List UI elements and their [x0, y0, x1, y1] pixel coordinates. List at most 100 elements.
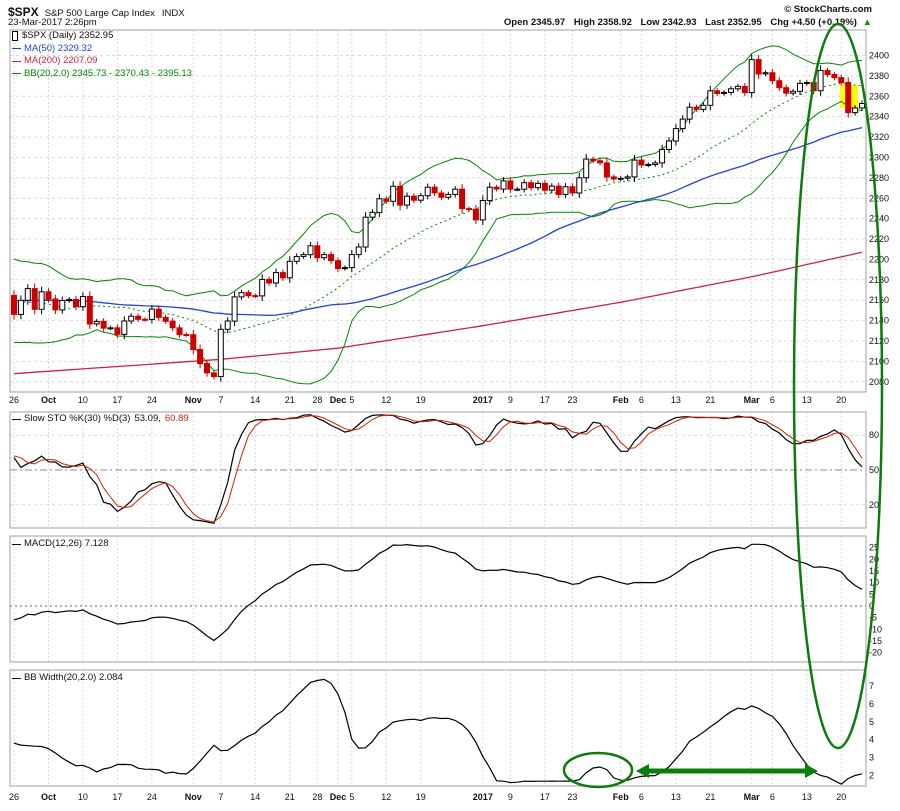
x-tick-label: 21	[705, 792, 715, 802]
macd-y-tick: 15	[869, 566, 879, 576]
open-value: 2345.97	[530, 17, 566, 28]
price-y-tick: 2080	[869, 377, 889, 387]
x-tick-label: 9	[508, 395, 513, 405]
last-value: 2352.95	[727, 17, 762, 28]
arrow-head-left	[636, 764, 649, 778]
x-tick-label: Feb	[613, 395, 630, 405]
arrow-head-right	[805, 764, 818, 778]
price-panel-border	[9, 29, 867, 393]
macd-y-tick: 20	[869, 554, 879, 564]
quote-strip: Open 2345.97 High 2358.92 Low 2342.93 La…	[498, 17, 872, 28]
sto-panel-legend: Slow STO %K(30) %D(3) 53.09, 60.89	[12, 413, 189, 426]
x-tick-label: Mar	[744, 395, 761, 405]
sto-panel-border	[9, 411, 867, 529]
up-arrow-icon: ▲	[862, 17, 872, 28]
x-tick-label: Dec	[330, 395, 347, 405]
ma50-line	[14, 126, 863, 316]
x-tick-label: Nov	[185, 395, 202, 405]
candlestick-icon	[12, 31, 18, 42]
ma200-legend-label: MA(200) 2207.09	[24, 55, 98, 66]
bbw-swatch-icon	[12, 677, 21, 679]
bbw-y-tick: 4	[869, 735, 874, 745]
ma50-legend-label: MA(50) 2329.32	[24, 42, 93, 54]
open-label: Open	[503, 17, 529, 28]
x-tick-label: Mar	[744, 792, 761, 802]
price-y-tick: 2140	[869, 316, 889, 326]
sto-y-tick: 80	[869, 430, 879, 440]
x-tick-label: 7	[218, 792, 223, 802]
x-tick-label: 12	[381, 792, 391, 802]
sto-legend-label: Slow STO %K(30) %D(3)	[24, 413, 131, 424]
sto-k-value: 53.09,	[134, 413, 161, 424]
macd-swatch-icon	[12, 543, 21, 545]
macd-panel-border	[9, 535, 867, 663]
high-value: 2358.92	[597, 17, 632, 28]
x-tick-label: 13	[802, 792, 812, 802]
price-y-tick: 2160	[869, 295, 889, 305]
macd-y-tick: -15	[869, 636, 882, 646]
x-tick-label: 17	[540, 792, 550, 802]
x-tick-label: 7	[218, 395, 223, 405]
macd-y-tick: -20	[869, 648, 882, 658]
bbw-line	[13, 678, 863, 785]
x-tick-label: 6	[639, 792, 644, 802]
sto-d-line	[13, 414, 863, 523]
macd-panel-legend: MACD(12,26) 7.128	[12, 538, 108, 551]
price-y-tick: 2300	[869, 152, 889, 162]
green-ellipse-annotation	[562, 751, 634, 789]
sto-k-line	[13, 414, 863, 524]
x-tick-label: 14	[250, 792, 260, 802]
x-tick-label: 2017	[473, 395, 493, 405]
price-y-tick: 2280	[869, 173, 889, 183]
macd-y-tick: -10	[869, 624, 882, 634]
bbw-y-tick: 7	[869, 681, 874, 691]
green-ellipse-annotation	[792, 22, 884, 750]
x-tick-label: 13	[671, 395, 681, 405]
x-tick-label: 5	[349, 792, 354, 802]
x-tick-label: 14	[250, 395, 260, 405]
price-y-tick: 2260	[869, 193, 889, 203]
x-tick-label: 28	[312, 792, 322, 802]
x-tick-label: 13	[671, 792, 681, 802]
x-tick-label: 19	[416, 395, 426, 405]
x-tick-label: Dec	[330, 792, 347, 802]
x-tick-label: 23	[567, 792, 577, 802]
sto-d-value: 60.89	[164, 413, 189, 424]
low-label: Low	[640, 17, 660, 28]
x-tick-label: 19	[416, 792, 426, 802]
price-y-tick: 2120	[869, 336, 889, 346]
sto-y-tick: 20	[869, 500, 879, 510]
x-tick-label: 26	[9, 792, 19, 802]
price-legend-label: $SPX (Daily) 2352.95	[22, 30, 114, 41]
bbw-y-tick: 5	[869, 717, 874, 727]
high-label: High	[573, 17, 595, 28]
x-tick-label: 23	[567, 395, 577, 405]
ma50-swatch-icon	[12, 48, 21, 50]
x-tick-label: 10	[78, 792, 88, 802]
bb-middle-line	[13, 82, 863, 333]
macd-legend-label: MACD(12,26) 7.128	[24, 538, 109, 549]
last-label: Last	[705, 17, 725, 28]
symbol[interactable]: $SPX	[8, 5, 39, 19]
x-tick-label: 10	[78, 395, 88, 405]
low-value: 2342.93	[662, 17, 697, 28]
x-tick-label: 6	[639, 395, 644, 405]
copyright-link[interactable]: © StockCharts.com	[784, 4, 872, 15]
x-tick-label: 24	[147, 792, 157, 802]
x-tick-label: 17	[112, 395, 122, 405]
chart-subheader: 23-Mar-2017 2:26pm Open 2345.97 High 235…	[8, 17, 872, 29]
bbw-y-tick: 3	[869, 752, 874, 762]
bb-upper-line	[13, 45, 863, 297]
x-tick-label: 28	[312, 395, 322, 405]
x-tick-label: Oct	[41, 792, 56, 802]
x-tick-label: 6	[770, 792, 775, 802]
x-tick-label: 24	[147, 395, 157, 405]
x-tick-label: 21	[285, 792, 295, 802]
price-y-tick: 2320	[869, 132, 889, 142]
x-tick-label: 2017	[473, 792, 493, 802]
sto-y-tick: 50	[869, 465, 879, 475]
x-tick-label: 12	[381, 395, 391, 405]
bbw-y-tick: 6	[869, 699, 874, 709]
